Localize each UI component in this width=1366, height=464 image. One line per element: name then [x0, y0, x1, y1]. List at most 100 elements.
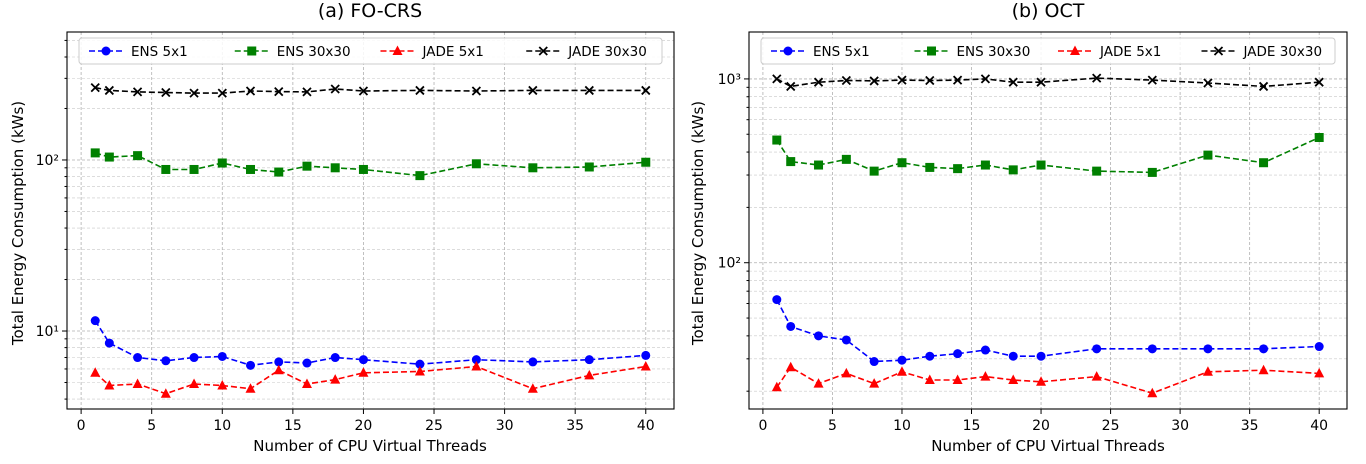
legend-marker [1070, 45, 1080, 55]
data-point [640, 361, 651, 371]
data-point [980, 160, 990, 170]
y-tick-label: 10² [718, 256, 741, 272]
legend-marker [101, 46, 111, 56]
chart-panel-oct: (b) OCT Number of CPU Virtual Threads To… [689, 0, 1348, 455]
data-point [90, 82, 100, 93]
data-point [641, 157, 651, 167]
series-line [776, 366, 1320, 395]
data-point [330, 353, 340, 363]
data-point [1258, 81, 1269, 92]
data-point [415, 85, 425, 96]
data-point [104, 85, 114, 96]
series-line [95, 86, 646, 94]
data-point [952, 75, 963, 85]
data-point [897, 355, 907, 365]
legend-label: JADE 5x1 [422, 44, 484, 60]
data-point [1036, 351, 1046, 361]
data-point [1147, 75, 1157, 85]
data-point [1203, 150, 1213, 160]
x-axis-label: Number of CPU Virtual Threads [253, 437, 487, 455]
data-point [869, 76, 879, 86]
data-point [869, 166, 879, 176]
legend-box [78, 37, 663, 65]
data-point [1259, 344, 1269, 354]
data-point [925, 162, 935, 172]
series-line [776, 77, 1320, 88]
data-point [246, 360, 256, 370]
data-point [217, 380, 228, 390]
legend-label: ENS 5x1 [813, 44, 870, 60]
data-point [1091, 371, 1102, 381]
legend: ENS 5x1 ENS 30x30 JADE 5x1 JADE 30x30 [760, 37, 1336, 65]
data-point [358, 164, 368, 174]
legend-marker [392, 45, 403, 55]
data-point [189, 88, 199, 98]
data-point [1314, 77, 1324, 87]
data-point [90, 367, 101, 377]
data-point [772, 135, 782, 145]
data-point [132, 87, 143, 97]
data-point [302, 87, 312, 97]
chart-title: (b) OCT [1012, 0, 1085, 22]
data-point [786, 81, 796, 92]
data-point [527, 383, 538, 393]
data-point [953, 164, 963, 174]
data-point [132, 378, 143, 389]
plot-frame [66, 31, 675, 410]
x-tick-label: 0 [77, 418, 86, 434]
data-point [471, 355, 481, 365]
data-point [785, 361, 796, 372]
data-point [1203, 344, 1213, 354]
x-tick-label: 35 [566, 418, 584, 434]
data-point [584, 355, 594, 365]
legend-marker [538, 46, 548, 56]
data-point [980, 74, 991, 84]
data-point [584, 85, 594, 96]
data-point [358, 355, 368, 365]
data-point [301, 378, 312, 389]
data-point [414, 365, 425, 376]
data-point [246, 164, 256, 174]
data-point [841, 335, 851, 345]
x-tick-label: 35 [1241, 418, 1259, 434]
data-point [1008, 351, 1018, 361]
data-point [104, 338, 114, 348]
y-axis-label: Total Energy Consumption (kWs) [689, 101, 707, 346]
series-line [776, 136, 1320, 174]
data-point [925, 351, 935, 361]
data-point [528, 357, 538, 367]
legend-label: JADE 30x30 [1243, 44, 1323, 60]
data-point [415, 171, 425, 181]
data-point [358, 367, 369, 377]
series-ens5 [90, 316, 651, 370]
data-point [1036, 160, 1046, 170]
series-jade5 [771, 361, 1325, 398]
data-point [104, 152, 114, 162]
data-point [274, 167, 284, 177]
data-point [869, 357, 879, 367]
x-tick-label: 40 [637, 418, 655, 434]
data-point [471, 361, 482, 371]
data-point [245, 86, 256, 96]
data-point [584, 162, 594, 172]
data-point [160, 388, 171, 398]
data-point [245, 383, 256, 393]
data-point [841, 154, 851, 164]
data-point [1314, 133, 1324, 143]
data-point [841, 75, 851, 86]
x-tick-label: 5 [147, 418, 156, 434]
data-point [302, 358, 312, 368]
data-point [104, 380, 115, 390]
data-point [641, 350, 651, 360]
series-ens30 [90, 148, 651, 181]
data-point [897, 158, 907, 168]
x-tick-label: 20 [1032, 418, 1050, 434]
data-point [1147, 387, 1158, 398]
data-point [90, 148, 100, 158]
data-point [1036, 77, 1046, 87]
series-jade30 [772, 73, 1324, 92]
data-point [771, 381, 782, 392]
legend-box [760, 37, 1336, 65]
data-point [814, 160, 824, 170]
